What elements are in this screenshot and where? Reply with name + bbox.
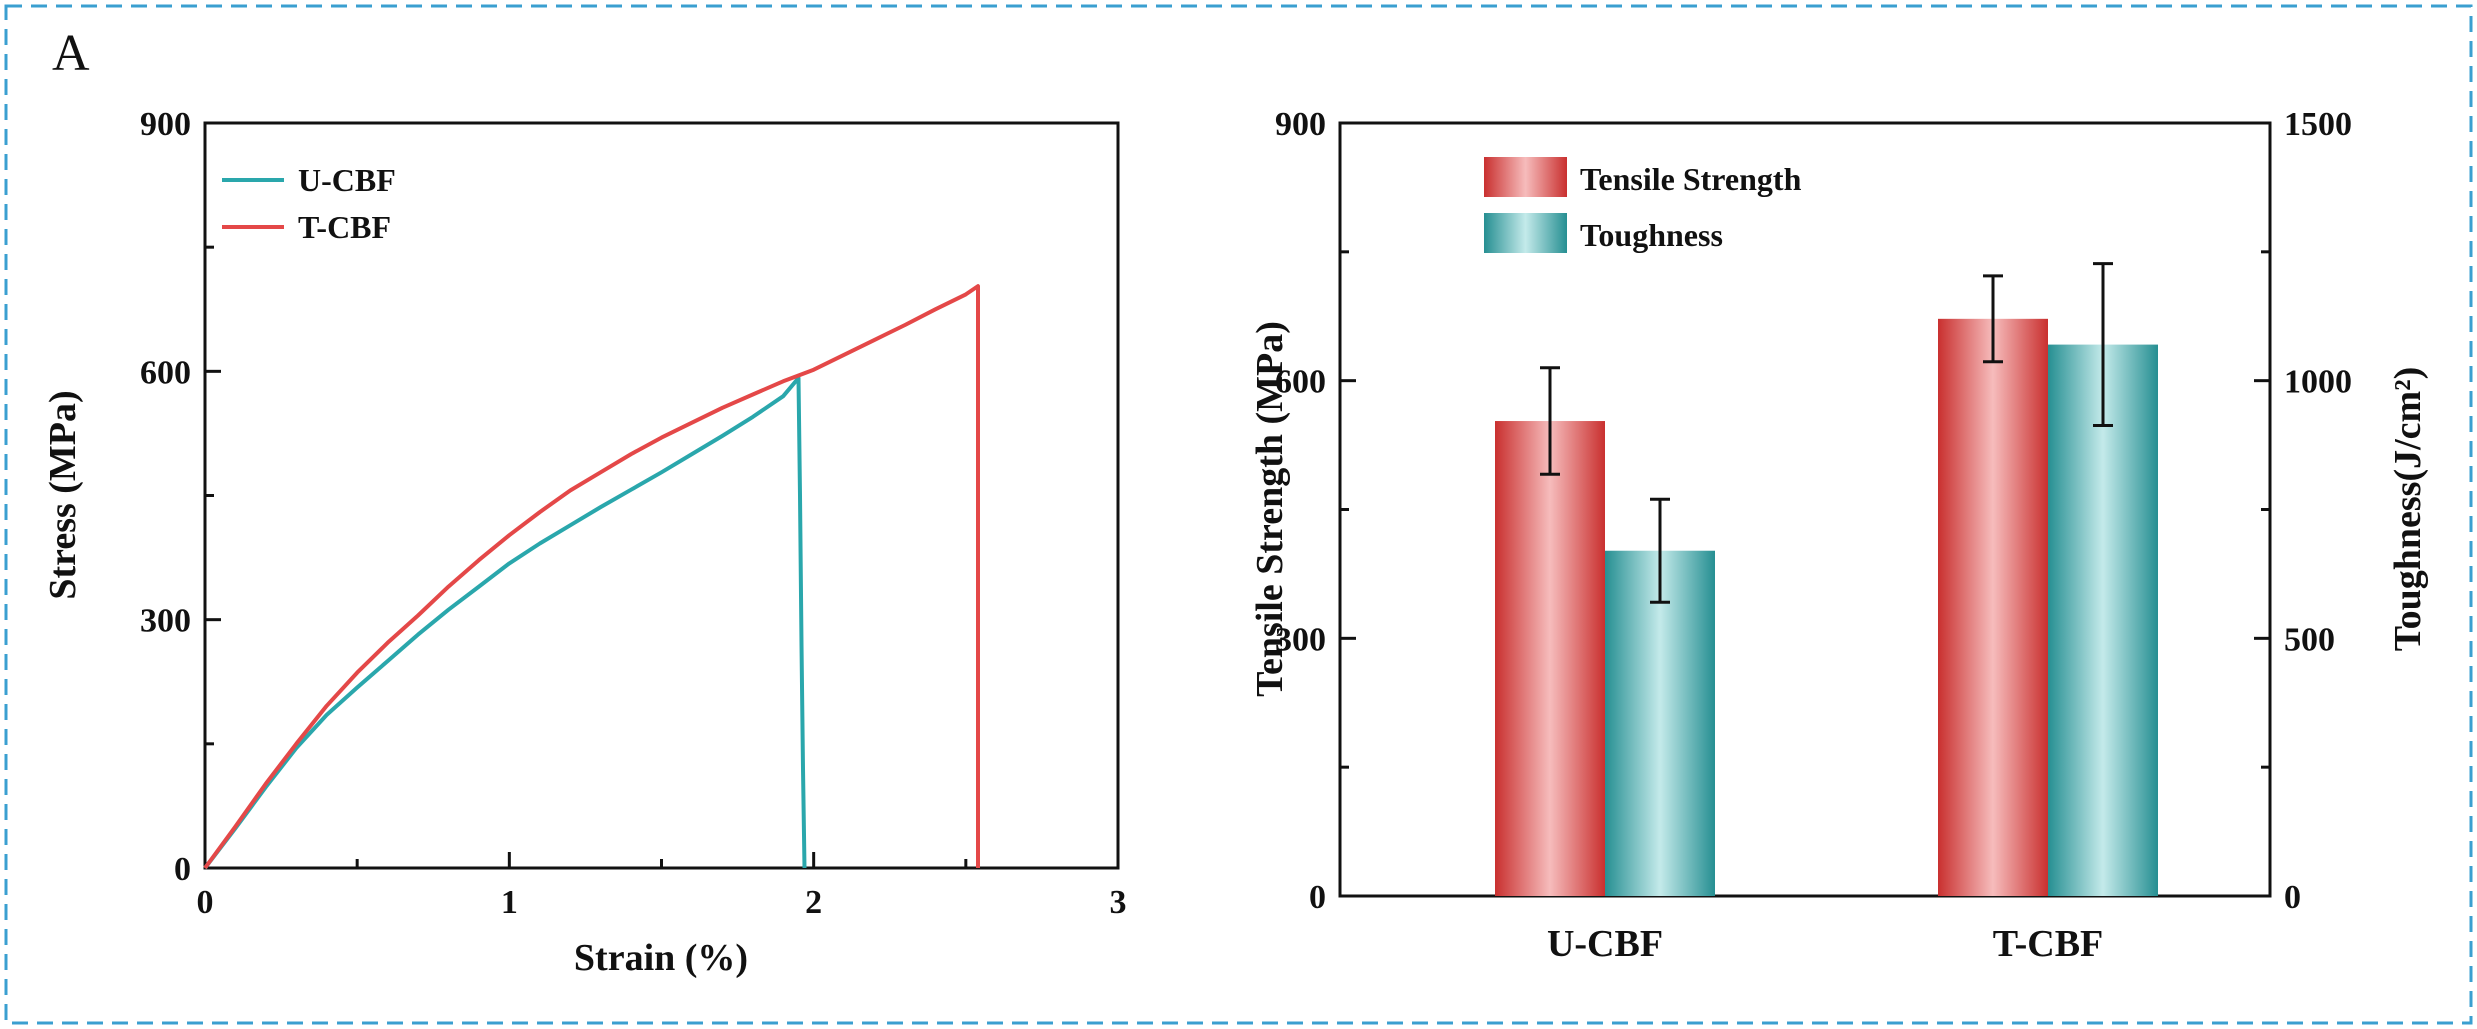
line-y-tick-label-0: 0 [174, 851, 191, 888]
error-bar-tensile-strength-t-cbf [1983, 274, 2003, 364]
bar-toughness-t-cbf [2048, 344, 2158, 896]
line-chart-y-axis-title: Stress (MPa) [42, 390, 84, 599]
line-x-tick-label-0: 0 [197, 884, 214, 921]
line-chart-legend: U-CBF T-CBF [222, 162, 396, 245]
bar-right-tick-label-0: 0 [2284, 879, 2301, 916]
line-chart-series [203, 284, 980, 870]
legend-label-toughness: Toughness [1580, 217, 1723, 253]
panel-letter: A [52, 25, 90, 82]
line-y-tick-label-2: 600 [140, 354, 191, 391]
bar-tensile-strength-u-cbf [1495, 421, 1605, 896]
bar-right-tick-label-2: 1000 [2284, 364, 2352, 401]
bar-right-tick-label-3: 1500 [2284, 106, 2352, 143]
bar-chart-ticks: 0 300 600 900 0 500 1000 1500 U-CBF T-CBF [1275, 106, 2352, 965]
error-bar-tensile-strength-u-cbf [1540, 366, 1560, 476]
legend-label-tensile-strength: Tensile Strength [1580, 161, 1802, 197]
line-y-tick-label-1: 300 [140, 603, 191, 640]
line-y-tick-label-3: 900 [140, 106, 191, 143]
line-chart-ticks: 0 1 2 3 0 300 600 900 [140, 106, 1127, 921]
bar-chart-right-axis-title: Toughness(J/cm²) [2387, 367, 2429, 651]
legend-label-t-cbf: T-CBF [298, 209, 391, 245]
bar-toughness-u-cbf [1605, 550, 1715, 896]
bar-left-tick-label-2: 600 [1275, 364, 1326, 401]
error-bar-toughness-t-cbf [2093, 262, 2113, 428]
bar-right-tick-label-1: 500 [2284, 621, 2335, 658]
bar-left-tick-label-3: 900 [1275, 106, 1326, 143]
legend-label-u-cbf: U-CBF [298, 162, 396, 198]
series-line-u-cbf [203, 376, 807, 870]
line-x-tick-label-3: 3 [1110, 884, 1127, 921]
bar-chart: 0 300 600 900 0 500 1000 1500 U-CBF T-CBF Tensile… [1249, 106, 2429, 965]
bar-chart-left-axis-title: Tensile Strength (MPa) [1249, 321, 1291, 697]
bar-left-tick-label-1: 300 [1275, 621, 1326, 658]
line-chart-x-axis-title: Strain (%) [574, 937, 748, 979]
bar-category-label-u-cbf: U-CBF [1547, 923, 1663, 965]
bar-tensile-strength-t-cbf [1938, 318, 2048, 896]
bar-left-tick-label-0: 0 [1309, 879, 1326, 916]
bar-chart-legend: Tensile Strength Toughness [1484, 157, 1802, 253]
line-x-tick-label-1: 1 [501, 884, 518, 921]
bar-chart-bars [1495, 262, 2158, 896]
dashed-frame [4, 4, 2473, 1025]
line-x-tick-label-2: 2 [805, 884, 822, 921]
series-line-t-cbf [203, 284, 980, 870]
error-bar-toughness-u-cbf [1650, 497, 1670, 604]
legend-swatch-toughness [1484, 213, 1567, 253]
bar-category-label-t-cbf: T-CBF [1993, 923, 2104, 965]
line-chart: 0 1 2 3 0 300 600 900 Strain (%) Stress (MPa) U… [42, 106, 1127, 979]
legend-swatch-tensile-strength [1484, 157, 1567, 197]
